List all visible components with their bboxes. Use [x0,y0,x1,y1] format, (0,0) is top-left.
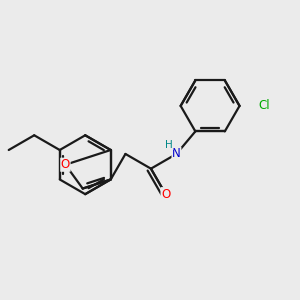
Text: N: N [172,147,181,161]
Text: O: O [161,188,170,201]
Text: O: O [61,158,70,171]
Text: H: H [165,140,173,149]
Text: Cl: Cl [259,99,270,112]
